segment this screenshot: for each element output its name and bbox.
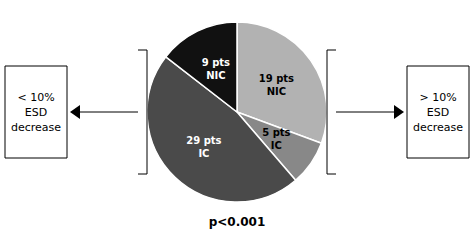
svg-text:< 10%: < 10% xyxy=(17,91,54,104)
svg-text:> 10%: > 10% xyxy=(419,91,456,104)
svg-text:5 pts: 5 pts xyxy=(262,127,290,138)
svg-text:p<0.001: p<0.001 xyxy=(209,215,266,229)
svg-text:9 pts: 9 pts xyxy=(202,57,230,68)
svg-text:29 pts: 29 pts xyxy=(186,135,221,146)
svg-text:decrease: decrease xyxy=(11,121,61,134)
svg-text:decrease: decrease xyxy=(413,121,463,134)
svg-text:NIC: NIC xyxy=(267,86,286,97)
svg-text:ESD: ESD xyxy=(427,106,449,119)
svg-text:ESD: ESD xyxy=(25,106,47,119)
svg-text:IC: IC xyxy=(271,140,282,151)
svg-text:19 pts: 19 pts xyxy=(259,73,294,84)
svg-text:NIC: NIC xyxy=(206,70,225,81)
svg-text:IC: IC xyxy=(198,148,209,159)
